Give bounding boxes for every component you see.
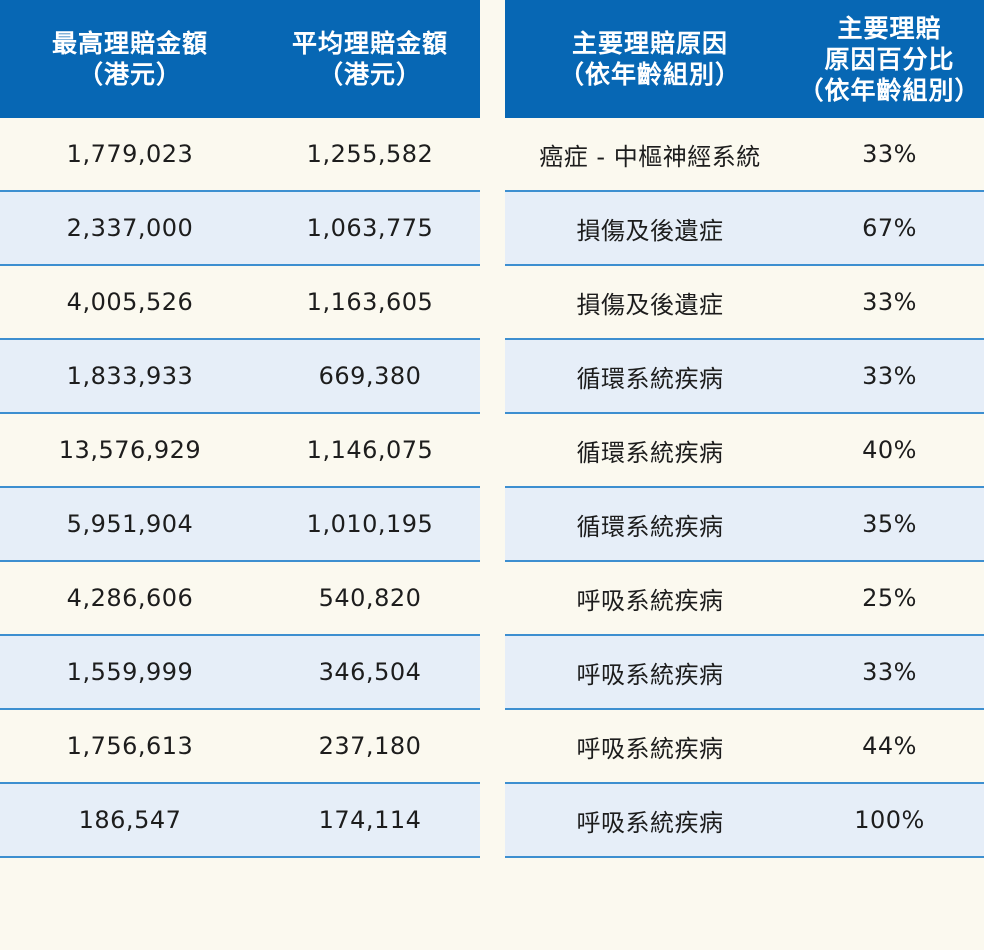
reason-pct-cell: 35%: [862, 510, 917, 538]
avg-claim-cell: 669,380: [318, 362, 422, 390]
avg-claim-cell: 237,180: [318, 732, 422, 760]
avg-claim-cell: 1,146,075: [306, 436, 434, 464]
table-row: 5,951,904 1,010,195: [0, 488, 480, 562]
claim-reason-body: 癌症 - 中樞神經系統 33% 損傷及後遺症 67% 損傷及後遺症 33% 循環系統疾病 33…: [505, 118, 984, 858]
header-reason-pct: 主要理賠 原因百分比 （依年齡組別）: [795, 0, 984, 118]
header-avg-claim-line2: （港元）: [317, 60, 422, 89]
max-claim-cell: 186,547: [78, 806, 182, 834]
main-reason-cell: 循環系統疾病: [576, 364, 724, 393]
table-row: 損傷及後遺症 67%: [505, 192, 984, 266]
table-row: 呼吸系統疾病 44%: [505, 710, 984, 784]
table-row: 186,547 174,114: [0, 784, 480, 858]
avg-claim-cell: 1,163,605: [306, 288, 434, 316]
main-reason-cell: 損傷及後遺症: [576, 290, 724, 319]
table-row: 癌症 - 中樞神經系統 33%: [505, 118, 984, 192]
table-row: 1,559,999 346,504: [0, 636, 480, 710]
max-claim-cell: 1,779,023: [66, 140, 194, 168]
avg-claim-cell: 174,114: [318, 806, 422, 834]
main-reason-cell: 循環系統疾病: [576, 438, 724, 467]
table-row: 循環系統疾病 40%: [505, 414, 984, 488]
reason-pct-cell: 25%: [862, 584, 917, 612]
reason-pct-cell: 33%: [862, 362, 917, 390]
reason-pct-cell: 33%: [862, 288, 917, 316]
header-reason-pct-line3: （依年齡組別）: [798, 75, 981, 105]
header-max-claim-line2: （港元）: [77, 60, 182, 89]
claim-reason-header-row: 主要理賠原因 （依年齡組別） 主要理賠 原因百分比 （依年齡組別）: [505, 0, 984, 118]
max-claim-cell: 5,951,904: [66, 510, 194, 538]
header-reason-pct-line2: 原因百分比: [824, 44, 955, 74]
header-main-reason: 主要理賠原因 （依年齡組別）: [505, 0, 795, 118]
main-reason-cell: 循環系統疾病: [576, 512, 724, 541]
reason-pct-cell: 40%: [862, 436, 917, 464]
table-row: 1,779,023 1,255,582: [0, 118, 480, 192]
table-row: 4,286,606 540,820: [0, 562, 480, 636]
max-claim-cell: 1,756,613: [66, 732, 194, 760]
reason-pct-cell: 100%: [854, 806, 925, 834]
main-reason-cell: 呼吸系統疾病: [576, 660, 724, 689]
table-row: 4,005,526 1,163,605: [0, 266, 480, 340]
header-main-reason-line1: 主要理賠原因: [571, 29, 728, 58]
reason-pct-cell: 33%: [862, 658, 917, 686]
main-reason-cell: 癌症 - 中樞神經系統: [539, 142, 761, 171]
table-row: 2,337,000 1,063,775: [0, 192, 480, 266]
table-row: 呼吸系統疾病 25%: [505, 562, 984, 636]
avg-claim-cell: 540,820: [318, 584, 422, 612]
table-row: 13,576,929 1,146,075: [0, 414, 480, 488]
main-reason-cell: 呼吸系統疾病: [576, 586, 724, 615]
header-avg-claim: 平均理賠金額 （港元）: [260, 0, 480, 118]
claim-amount-header-row: 最高理賠金額 （港元） 平均理賠金額 （港元）: [0, 0, 480, 118]
header-reason-pct-line1: 主要理賠: [837, 13, 942, 43]
main-reason-cell: 損傷及後遺症: [576, 216, 724, 245]
max-claim-cell: 13,576,929: [58, 436, 202, 464]
avg-claim-cell: 346,504: [318, 658, 422, 686]
header-max-claim: 最高理賠金額 （港元）: [0, 0, 260, 118]
table-row: 1,833,933 669,380: [0, 340, 480, 414]
main-reason-cell: 呼吸系統疾病: [576, 734, 724, 763]
main-reason-cell: 呼吸系統疾病: [576, 808, 724, 837]
avg-claim-cell: 1,010,195: [306, 510, 434, 538]
table-row: 1,756,613 237,180: [0, 710, 480, 784]
table-row: 損傷及後遺症 33%: [505, 266, 984, 340]
avg-claim-cell: 1,255,582: [306, 140, 434, 168]
table-row: 呼吸系統疾病 33%: [505, 636, 984, 710]
claim-amount-body: 1,779,023 1,255,582 2,337,000 1,063,775 4,00…: [0, 118, 480, 858]
max-claim-cell: 1,559,999: [66, 658, 194, 686]
header-main-reason-line2: （依年齡組別）: [558, 60, 741, 89]
header-max-claim-line1: 最高理賠金額: [51, 29, 208, 58]
max-claim-cell: 4,286,606: [66, 584, 194, 612]
reason-pct-cell: 44%: [862, 732, 917, 760]
claim-reason-table: 主要理賠原因 （依年齡組別） 主要理賠 原因百分比 （依年齡組別） 癌症 - 中…: [505, 0, 984, 858]
avg-claim-cell: 1,063,775: [306, 214, 434, 242]
max-claim-cell: 2,337,000: [66, 214, 194, 242]
max-claim-cell: 4,005,526: [66, 288, 194, 316]
reason-pct-cell: 33%: [862, 140, 917, 168]
table-row: 循環系統疾病 35%: [505, 488, 984, 562]
reason-pct-cell: 67%: [862, 214, 917, 242]
table-row: 呼吸系統疾病 100%: [505, 784, 984, 858]
claim-amount-table: 最高理賠金額 （港元） 平均理賠金額 （港元） 1,779,023 1,255,5…: [0, 0, 480, 858]
table-row: 循環系統疾病 33%: [505, 340, 984, 414]
header-avg-claim-line1: 平均理賠金額: [291, 29, 448, 58]
max-claim-cell: 1,833,933: [66, 362, 194, 390]
